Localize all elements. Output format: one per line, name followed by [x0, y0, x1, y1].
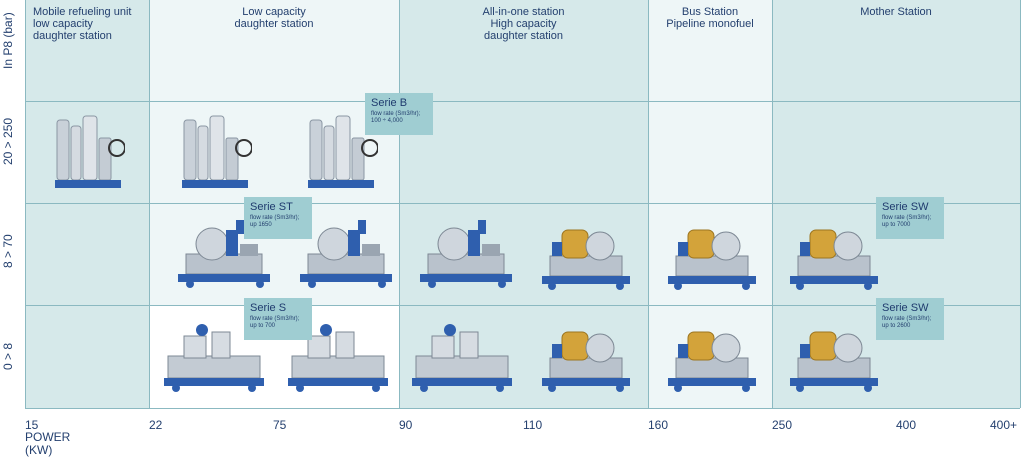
- axis-title-line: POWER: [25, 430, 71, 444]
- series-title: Serie SW: [882, 201, 929, 213]
- compressor-image: [668, 331, 756, 392]
- column-divider: [648, 0, 649, 408]
- axis-tick: 400+: [990, 418, 1018, 432]
- column-divider: [1020, 0, 1021, 408]
- axis-tick: 250: [772, 418, 793, 432]
- axis-tick: 90: [399, 418, 413, 432]
- axis-tick: 160: [648, 418, 669, 432]
- series-detail: flow rate (Sm3/hr);: [250, 215, 300, 221]
- row-label-pressure: In P8 (bar): [1, 12, 15, 69]
- column-header-mobile: Mobile refueling unit low capacity daugh…: [33, 6, 132, 42]
- series-tag-sw-high: Serie SW flow rate (Sm3/hr); up to 7000: [876, 197, 944, 239]
- row-label-0-8: 0 > 8: [1, 342, 15, 370]
- row-label-8-70: 8 > 70: [1, 234, 15, 268]
- series-tag-sw-low: Serie SW flow rate (Sm3/hr); up to 2600: [876, 298, 944, 340]
- series-detail: up to 7000: [882, 222, 911, 228]
- compressor-image: [542, 229, 630, 290]
- compressor-image: [412, 323, 512, 393]
- column-header-low-capacity: Low capacity daughter station: [234, 6, 314, 30]
- series-title: Serie S: [250, 302, 287, 314]
- compressor-image: [668, 229, 756, 290]
- axis-line: [25, 408, 1020, 409]
- compressor-image: [55, 115, 125, 189]
- column-header-bus-station: Bus Station Pipeline monofuel: [666, 6, 754, 30]
- axis-tick: 400: [896, 418, 917, 432]
- compressor-image: [182, 115, 252, 189]
- row-divider: [25, 203, 1020, 204]
- compressor-image: [542, 331, 630, 392]
- compressor-image: [300, 219, 392, 289]
- axis-title: POWER (KW): [25, 431, 70, 457]
- series-detail: flow rate (Sm3/hr);: [371, 111, 421, 117]
- series-tag-b: Serie B flow rate (Sm3/hr); 100 ÷ 4,000: [365, 93, 433, 135]
- series-tag-s: Serie S flow rate (Sm3/hr); up to 700: [244, 298, 312, 340]
- row-divider: [25, 305, 1020, 306]
- axis-tick: 75: [273, 418, 287, 432]
- compressor-image: [790, 331, 878, 392]
- series-detail: up to 2600: [882, 323, 911, 329]
- column-divider: [772, 0, 773, 408]
- column-divider: [149, 0, 150, 408]
- axis-tick: 22: [149, 418, 163, 432]
- column-header-mother-station: Mother Station: [860, 6, 932, 18]
- compressor-image: [790, 229, 878, 290]
- series-detail: flow rate (Sm3/hr);: [882, 215, 932, 221]
- column-header-all-in-one: All-in-one station High capacity daughte…: [482, 6, 565, 42]
- series-detail: flow rate (Sm3/hr);: [882, 316, 932, 322]
- series-detail: up to 700: [250, 323, 276, 329]
- series-detail: flow rate (Sm3/hr);: [250, 316, 300, 322]
- series-tag-st: Serie ST flow rate (Sm3/hr); up 1650: [244, 197, 312, 239]
- column-bg-mobile: [25, 0, 149, 408]
- row-label-20-250: 20 > 250: [1, 117, 15, 165]
- column-divider: [399, 0, 400, 408]
- series-title: Serie ST: [250, 201, 293, 213]
- series-detail: up 1650: [250, 222, 272, 228]
- row-divider: [25, 101, 1020, 102]
- axis-tick: 15: [25, 418, 39, 432]
- axis-title-unit: (KW): [25, 443, 53, 457]
- series-title: Serie B: [371, 97, 408, 109]
- series-detail: 100 ÷ 4,000: [371, 118, 403, 124]
- axis-tick: 110: [523, 418, 543, 432]
- compressor-image: [420, 219, 512, 289]
- column-divider: [25, 0, 26, 408]
- series-title: Serie SW: [882, 302, 929, 314]
